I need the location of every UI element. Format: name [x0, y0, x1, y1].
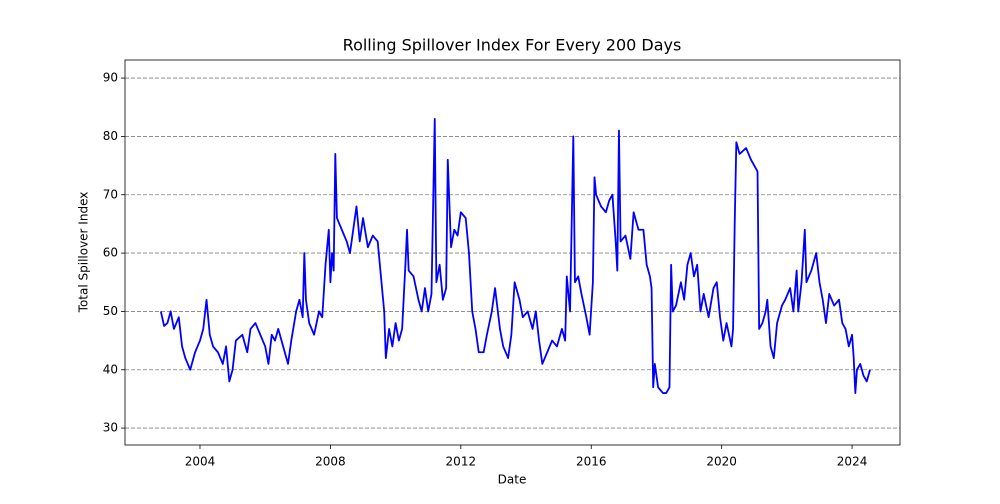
chart-title: Rolling Spillover Index For Every 200 Da…: [343, 36, 682, 55]
y-tick-label: 90: [103, 71, 118, 85]
x-tick-label: 2020: [706, 455, 737, 469]
y-tick-label: 40: [103, 362, 118, 376]
y-tick-label: 70: [103, 187, 118, 201]
x-tick-label: 2004: [185, 455, 216, 469]
x-tick-label: 2008: [315, 455, 346, 469]
data-line: [159, 118, 871, 394]
y-tick-label: 80: [103, 129, 118, 143]
y-axis-label: Total Spillover Index: [77, 192, 91, 314]
x-tick-label: 2012: [446, 455, 477, 469]
x-axis-label: Date: [498, 473, 527, 487]
x-tick-label: 2024: [837, 455, 868, 469]
plot-frame: [124, 59, 901, 446]
y-tick-label: 30: [103, 421, 118, 435]
y-tick-label: 50: [103, 304, 118, 318]
x-tick-label: 2016: [576, 455, 607, 469]
y-tick-label: 60: [103, 246, 118, 260]
